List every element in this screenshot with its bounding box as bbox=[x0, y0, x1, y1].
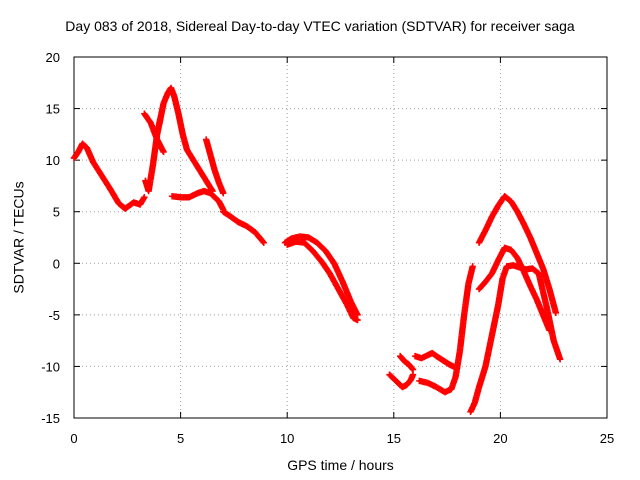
y-tick-label: -15 bbox=[41, 411, 60, 426]
data-point bbox=[552, 309, 560, 316]
series-arc-4 bbox=[156, 84, 216, 195]
y-tick-label: 20 bbox=[46, 50, 60, 65]
data-point bbox=[354, 316, 361, 324]
y-tick-label: -5 bbox=[48, 308, 60, 323]
series-arc-1 bbox=[70, 140, 148, 212]
y-tick-label: -10 bbox=[41, 359, 60, 374]
series-arc-5 bbox=[168, 187, 227, 213]
x-tick-label: 20 bbox=[493, 431, 507, 446]
series-arc-11 bbox=[396, 352, 417, 373]
y-tick-label: 10 bbox=[46, 153, 60, 168]
x-tick-label: 25 bbox=[600, 431, 614, 446]
data-point bbox=[259, 238, 266, 245]
x-axis-label: GPS time / hours bbox=[287, 457, 394, 473]
y-axis-label: SDTVAR / TECUs bbox=[11, 181, 27, 293]
data-point bbox=[260, 239, 267, 246]
series-arc-6 bbox=[202, 136, 227, 197]
data-point bbox=[546, 327, 553, 334]
data-point bbox=[141, 194, 148, 201]
y-tick-label: 0 bbox=[53, 256, 60, 271]
data-point bbox=[409, 366, 417, 373]
series-arc-10 bbox=[386, 371, 417, 391]
y-tick-label: 15 bbox=[46, 102, 60, 117]
series-arc-3 bbox=[141, 110, 167, 156]
x-tick-label: 10 bbox=[280, 431, 294, 446]
data-point bbox=[160, 148, 167, 156]
series-arc-12 bbox=[411, 349, 457, 370]
data-point bbox=[556, 356, 564, 363]
data-point bbox=[220, 189, 227, 197]
tick-label-layer: 0 5 10 15 20 25 -15 -10 -5 0 5 10 15 20 bbox=[41, 50, 614, 446]
series-arc-15 bbox=[475, 244, 553, 334]
series-arc-16 bbox=[475, 193, 560, 316]
plot-frame bbox=[73, 56, 608, 419]
data-point bbox=[408, 365, 416, 372]
chart-title: Day 083 of 2018, Sidereal Day-to-day VTE… bbox=[65, 18, 575, 34]
x-tick-label: 5 bbox=[177, 431, 184, 446]
x-tick-label: 15 bbox=[387, 431, 401, 446]
series-arc-7 bbox=[220, 208, 267, 246]
data-layer bbox=[70, 84, 564, 416]
data-point bbox=[469, 263, 476, 270]
series-arc-9 bbox=[284, 238, 361, 324]
y-tick-label: 5 bbox=[53, 205, 60, 220]
series-arc-13 bbox=[416, 263, 476, 396]
x-tick-label: 0 bbox=[70, 431, 77, 446]
series-arc-8 bbox=[281, 233, 361, 319]
